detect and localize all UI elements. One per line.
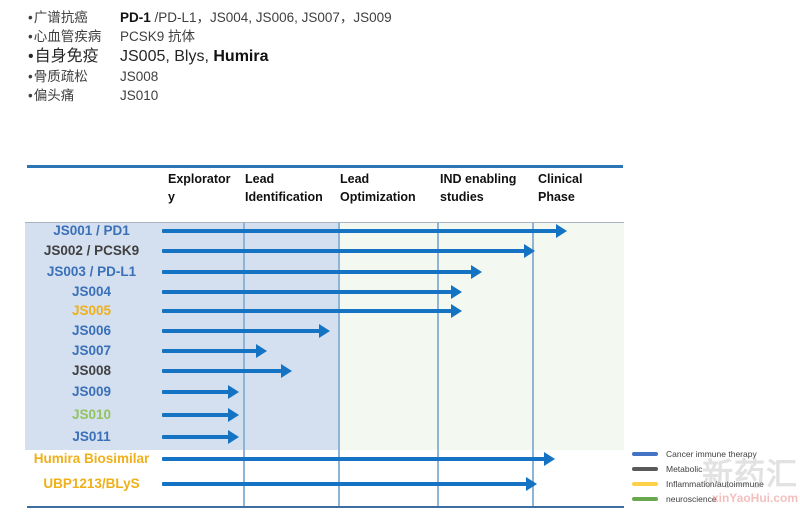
legend-swatch-icon	[632, 451, 658, 456]
phase-header-ind-enabling: IND enabling studies	[440, 172, 517, 204]
phase-header-lead-identification: Lead Identification	[245, 172, 323, 204]
row-label: JS009	[71, 384, 112, 399]
legend-swatch-icon	[632, 466, 658, 471]
row-label: JS006	[71, 323, 112, 338]
indication-line-cancer: •广谱抗癌 PD-1 /PD-L1，JS004, JS006, JS007，JS…	[28, 8, 588, 27]
progress-arrow	[162, 285, 462, 299]
gridline-4	[532, 222, 534, 508]
indication-term: 偏头痛	[33, 88, 75, 103]
gridline-2	[338, 222, 340, 508]
indication-line-cardio: •心血管疾病 PCSK9 抗体	[28, 27, 588, 46]
progress-arrow	[162, 344, 267, 358]
legend-swatch-icon	[632, 496, 658, 501]
legend-label: Cancer immune therapy	[666, 448, 757, 459]
indication-line-migraine: •偏头痛 JS010	[28, 86, 588, 105]
legend-item: Inflammation/autoimmune	[632, 476, 797, 491]
bullet-icon: •	[28, 29, 33, 44]
phase-header-lead-optimization: Lead Optimization	[340, 172, 416, 204]
row-label: JS001 / PD1	[53, 223, 130, 238]
legend-label: Inflammation/autoimmune	[666, 478, 764, 489]
phase-header-exploratory: Exploratory	[168, 172, 231, 204]
row-label: Humira Biosimilar	[33, 451, 150, 466]
progress-arrow	[162, 244, 535, 258]
progress-arrow	[162, 430, 239, 444]
progress-arrow	[162, 265, 482, 279]
indication-line-osteoporosis: •骨质疏松 JS008	[28, 67, 588, 86]
progress-arrow	[162, 224, 567, 238]
progress-arrow	[162, 304, 462, 318]
row-label: JS003 / PD-L1	[46, 264, 137, 279]
row-label: UBP1213/BLyS	[43, 476, 140, 491]
indication-term: 广谱抗癌	[33, 10, 88, 25]
row-label: JS011	[72, 429, 111, 444]
progress-arrow	[162, 385, 239, 399]
indication-value: JS008	[120, 69, 159, 84]
progress-arrow	[162, 477, 537, 491]
indication-value: PCSK9 抗体	[120, 29, 196, 44]
indication-value-bold: PD-1	[120, 10, 151, 25]
legend-item: neuroscience	[632, 491, 797, 506]
indication-value-bold: Humira	[213, 48, 269, 65]
late-stage-panel	[338, 222, 624, 450]
indication-term: 自身免疫	[34, 48, 99, 65]
early-stage-panel	[25, 222, 338, 450]
legend: Cancer immune therapy Metabolic Inflamma…	[632, 446, 797, 506]
indication-value: /PD-L1，JS004, JS006, JS007，JS009	[150, 10, 392, 25]
progress-arrow	[162, 364, 292, 378]
legend-label: neuroscience	[666, 493, 717, 504]
legend-item: Cancer immune therapy	[632, 446, 797, 461]
indication-term: 骨质疏松	[33, 69, 88, 84]
row-label: JS007	[71, 343, 112, 358]
indication-value: JS005, Blys,	[120, 48, 214, 65]
row-label: JS004	[71, 284, 112, 299]
phase-header-clinical: Clinical Phase	[538, 172, 583, 204]
header-rule	[27, 165, 623, 168]
row-label: JS010	[71, 407, 112, 422]
progress-arrow	[162, 452, 555, 466]
bullet-icon: •	[28, 10, 33, 25]
indication-list: •广谱抗癌 PD-1 /PD-L1，JS004, JS006, JS007，JS…	[28, 8, 588, 105]
progress-arrow	[162, 324, 330, 338]
legend-label: Metabolic	[666, 463, 703, 474]
row-label: JS008	[71, 363, 112, 378]
bullet-icon: •	[28, 48, 34, 65]
indication-value: JS010	[120, 88, 159, 103]
row-label: JS005	[71, 303, 112, 318]
bullet-icon: •	[28, 69, 33, 84]
legend-swatch-icon	[632, 481, 658, 486]
chart-bottom-rule	[27, 506, 624, 508]
progress-arrow	[162, 408, 239, 422]
gridline-1	[243, 222, 245, 508]
row-label: JS002 / PCSK9	[43, 243, 140, 258]
gridline-3	[437, 222, 439, 508]
indication-line-autoimmune: •自身免疫 JS005, Blys, Humira	[28, 46, 588, 67]
legend-item: Metabolic	[632, 461, 797, 476]
indication-term: 心血管疾病	[33, 29, 102, 44]
bullet-icon: •	[28, 88, 33, 103]
